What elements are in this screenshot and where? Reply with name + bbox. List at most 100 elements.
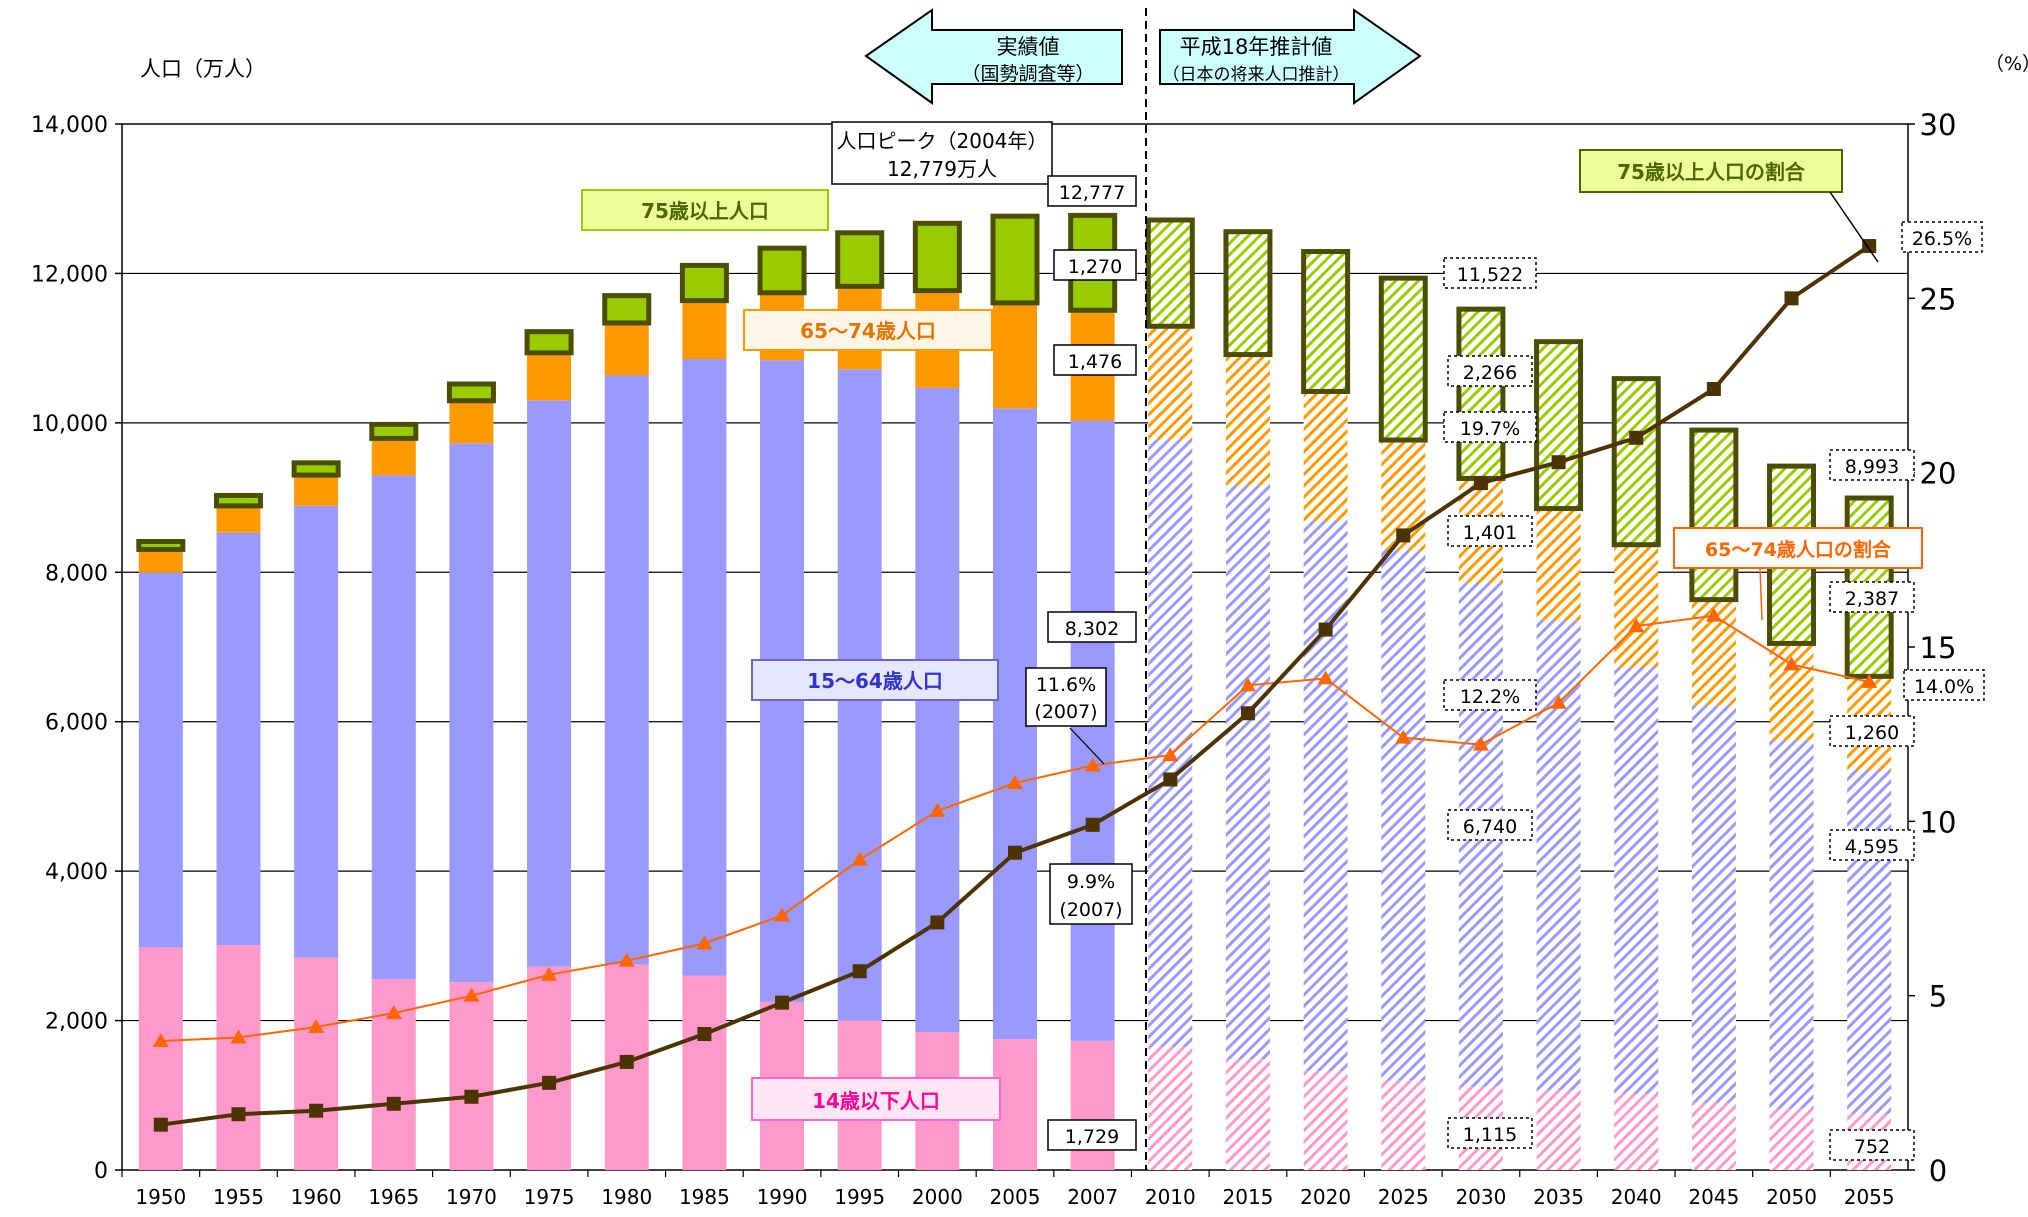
bar-segment-0-14 [138, 947, 183, 1170]
bar-75-plus-outline [136, 539, 186, 552]
bar-segment-0-14 [1536, 1090, 1581, 1170]
bar-75-plus-outline [1689, 427, 1739, 603]
bar-segment-75-plus [1536, 341, 1581, 509]
bar-segment-65-74 [604, 322, 649, 376]
label-2055-total: 8,993 [1845, 456, 1899, 478]
population-peak-callout: 人口ピーク（2004年） 12,779万人 [831, 121, 1053, 185]
bar-segment-15-64 [1381, 550, 1426, 1081]
x-axis-tick-label: 2005 [990, 1185, 1041, 1209]
marker-ratio-75-plus [1784, 291, 1799, 306]
bar-75-plus-outline [1301, 249, 1351, 394]
label-2030-15-64: 6,740 [1463, 816, 1517, 838]
bar-segment-65-74 [371, 438, 416, 476]
marker-ratio-65-74 [618, 952, 635, 967]
marker-ratio-65-74 [1705, 607, 1722, 622]
bar-75-plus-outline [1611, 376, 1661, 548]
label-ratio-75-plus: 75歳以上人口の割合 [1579, 149, 1879, 263]
bar-segment-0-14 [527, 966, 572, 1170]
bar-segment-15-64 [1614, 667, 1659, 1094]
bar-segment-0-14 [294, 957, 339, 1170]
bar-segment-75-plus [760, 248, 805, 293]
bar-75-plus-outline [1534, 339, 1584, 512]
bar-75-plus-outline [1378, 275, 1428, 443]
label-15-64: 15～64歳人口 [751, 659, 999, 701]
label-2030-0-14: 1,115 [1463, 1124, 1517, 1146]
marker-ratio-65-74 [1472, 736, 1489, 751]
bar-segment-75-plus [449, 384, 494, 401]
bar-segment-75-plus [371, 424, 416, 439]
bar-segment-75-plus [1148, 220, 1193, 327]
marker-ratio-65-74 [696, 935, 713, 950]
left-axis-tick-label: 4,000 [45, 860, 108, 885]
x-axis-tick-label: 2020 [1300, 1185, 1351, 1209]
marker-ratio-75-plus [1396, 528, 1411, 543]
bar-segment-15-64 [1225, 485, 1270, 1060]
bar-75-plus-outline [912, 220, 962, 294]
bar-segment-75-plus [837, 232, 882, 287]
left-axis-tick-label: 6,000 [45, 711, 108, 736]
label-2055-65-74: 1,260 [1845, 722, 1899, 744]
marker-ratio-75-plus [309, 1103, 324, 1118]
right-axis-tick-label: 25 [1920, 282, 1957, 316]
marker-ratio-75-plus [1862, 239, 1877, 254]
left-axis-tick-label: 12,000 [31, 262, 108, 287]
x-axis-tick-label: 1950 [135, 1185, 186, 1209]
bar-segment-65-74 [1614, 544, 1659, 668]
right-axis-tick-label: 30 [1920, 108, 1957, 142]
actual-label-line2: （国勢調査等） [961, 63, 1094, 85]
label-2030-75plus: 2,266 [1463, 362, 1517, 384]
bar-segment-65-74 [1225, 354, 1270, 486]
label-0-14: 14歳以下人口 [751, 1077, 1001, 1121]
peak-line1: 人口ピーク（2004年） [837, 129, 1048, 153]
x-axis-tick-label: 1975 [524, 1185, 575, 1209]
label-2007-ratio-75-a: 9.9% [1067, 871, 1115, 893]
bar-segment-65-74 [1303, 391, 1348, 521]
bar-segment-0-14 [1614, 1093, 1659, 1170]
bar-75-plus-outline [369, 421, 419, 441]
bar-75-plus-outline [524, 329, 574, 356]
label-ratio-65-74: 65～74歳人口の割合 [1673, 527, 1923, 621]
bar-segment-65-74 [449, 400, 494, 444]
actual-values-arrow: 実績値 （国勢調査等） [864, 8, 1123, 105]
marker-ratio-65-74 [1317, 670, 1334, 685]
bar-75-plus-outline [679, 262, 729, 304]
left-axis-tick-label: 2,000 [45, 1010, 108, 1035]
x-axis-tick-label: 2055 [1844, 1185, 1895, 1209]
bar-segment-15-64 [915, 387, 960, 1033]
bar-segment-65-74 [294, 475, 339, 506]
bar-segment-15-64 [216, 532, 261, 945]
marker-ratio-65-74 [1162, 747, 1179, 762]
bar-75-plus-outline [213, 492, 263, 509]
labels-2055: 26.5% 8,993 2,387 14.0% 1,260 4,595 752 [1829, 221, 1985, 1161]
left-axis-tick-label: 0 [94, 1159, 108, 1184]
bar-segment-0-14 [449, 982, 494, 1170]
x-axis-tick-label: 1990 [757, 1185, 808, 1209]
marker-ratio-75-plus [231, 1107, 246, 1122]
x-axis-tick-label: 2007 [1067, 1185, 1118, 1209]
marker-ratio-65-74 [152, 1032, 169, 1047]
bar-segment-75-plus [294, 462, 339, 476]
marker-ratio-65-74 [463, 987, 480, 1002]
x-axis-tick-label: 1960 [291, 1185, 342, 1209]
label-2007-15-64: 8,302 [1065, 618, 1119, 640]
x-axis-tick-label: 2010 [1145, 1185, 1196, 1209]
bar-segment-75-plus [993, 216, 1037, 303]
bar-segment-75-plus [1303, 251, 1348, 392]
label-2030-65-74: 1,401 [1463, 522, 1517, 544]
marker-ratio-75-plus [542, 1075, 557, 1090]
bar-75-plus-outline [757, 245, 807, 296]
bar-segment-75-plus [1691, 430, 1736, 600]
ratio-lines [152, 239, 1878, 1132]
bar-75-plus-outline [446, 381, 496, 404]
x-axis-tick-label: 1965 [368, 1185, 419, 1209]
label-2007-total: 12,777 [1059, 182, 1125, 204]
marker-ratio-65-74 [1550, 694, 1567, 709]
bar-segment-65-74 [216, 505, 261, 533]
right-axis-tick-label: 15 [1920, 631, 1957, 665]
bar-segment-0-14 [1148, 1046, 1193, 1170]
label-2007-ratio-65-74-b: (2007) [1034, 701, 1097, 723]
bar-segment-65-74 [1148, 326, 1193, 440]
x-axis-tick-label: 2035 [1533, 1185, 1584, 1209]
marker-ratio-65-74 [1628, 618, 1645, 633]
axes: 0 2,000 4,000 6,000 8,000 10,000 12,000 14,000 0… [31, 108, 1956, 1209]
